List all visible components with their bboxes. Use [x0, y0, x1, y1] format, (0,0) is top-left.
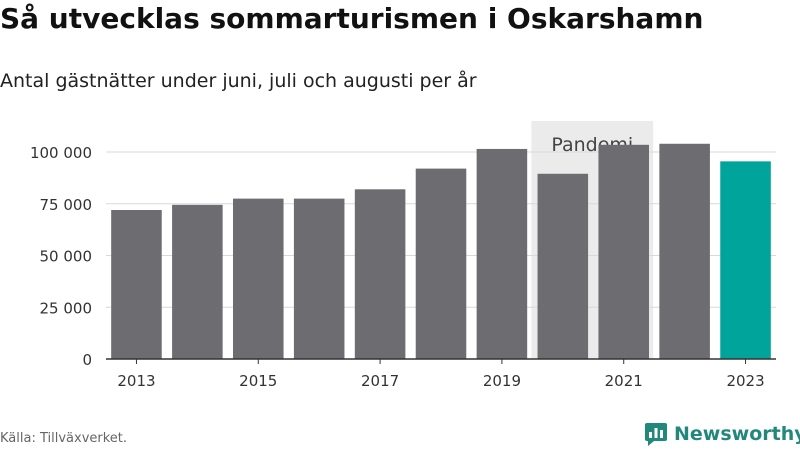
newsworthy-chart-bubble-icon	[645, 423, 667, 446]
chart-title: Så utvecklas sommarturismen i Oskarshamn	[0, 2, 704, 35]
logo-text: Newsworthy	[674, 423, 800, 445]
bar-2018	[415, 168, 467, 359]
bar-2014	[172, 204, 223, 359]
bar-2017	[354, 189, 406, 359]
x-tick-label: 2013	[117, 372, 155, 390]
x-tick-label: 2023	[726, 372, 764, 390]
bar-2016	[293, 198, 345, 359]
x-tick-label: 2015	[239, 372, 277, 390]
bar-2023	[720, 161, 771, 359]
y-tick-label: 50 000	[40, 248, 93, 266]
y-tick-label: 25 000	[40, 299, 93, 317]
y-tick-label: 75 000	[40, 196, 93, 214]
bar-2020	[537, 173, 589, 359]
y-tick-label: 100 000	[30, 144, 92, 162]
bar-2015	[232, 198, 284, 359]
x-tick-label: 2019	[483, 372, 521, 390]
bar-2013	[111, 209, 162, 359]
bar-2022	[659, 143, 710, 359]
bar-2019	[476, 148, 528, 359]
bars	[111, 143, 771, 359]
source-note: Källa: Tillväxverket.	[0, 431, 128, 446]
chart-subtitle: Antal gästnätter under juni, juli och au…	[0, 70, 477, 92]
y-tick-label: 0	[82, 351, 92, 369]
x-tick-label: 2017	[361, 372, 399, 390]
axes: 0 25 000 50 000 75 000 100 000 2013 2015 2017 20…	[30, 144, 776, 390]
bar-2021	[598, 144, 650, 359]
x-tick-label: 2021	[605, 372, 643, 390]
newsworthy-logo: Newsworthy	[644, 420, 800, 448]
